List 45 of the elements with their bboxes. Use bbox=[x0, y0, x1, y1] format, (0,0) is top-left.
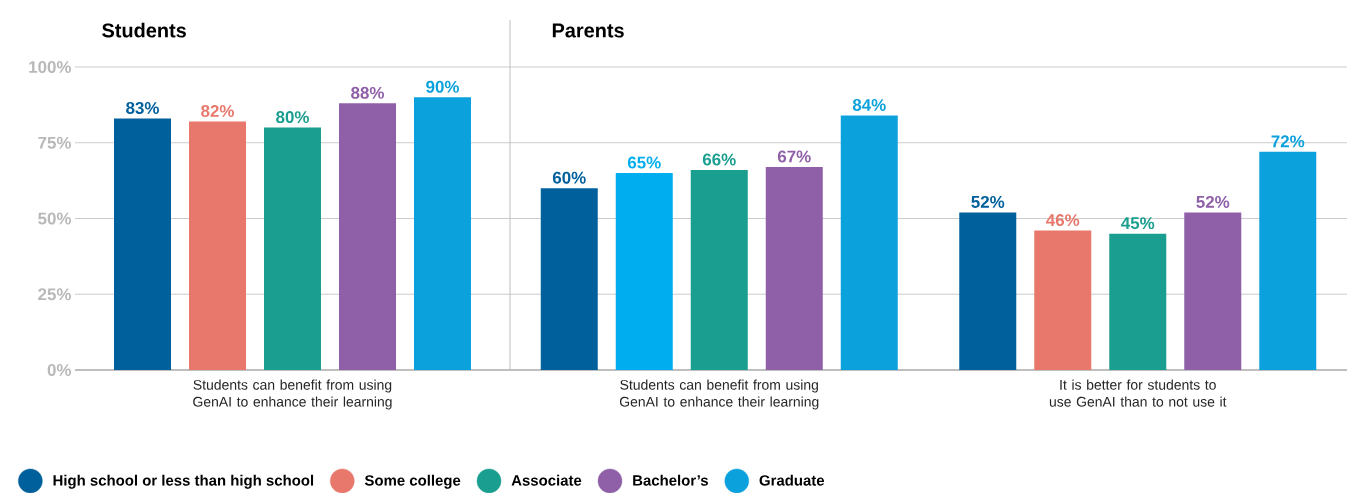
data-label: 88% bbox=[351, 86, 384, 99]
bar bbox=[339, 103, 396, 370]
y-tick-label: 75% bbox=[38, 136, 72, 149]
data-label: 82% bbox=[201, 105, 234, 118]
bar bbox=[840, 115, 898, 370]
y-tick-label: 100% bbox=[29, 61, 72, 73]
data-label: 90% bbox=[426, 80, 459, 93]
data-label: 52% bbox=[971, 195, 1005, 208]
y-tick-label: 25% bbox=[38, 288, 72, 301]
y-tick-label: 0% bbox=[47, 364, 72, 376]
chart-title: Parents bbox=[552, 23, 624, 38]
bar bbox=[690, 170, 748, 370]
data-label: 84% bbox=[852, 98, 886, 111]
bar bbox=[1034, 230, 1092, 370]
bar bbox=[1109, 233, 1167, 370]
data-label: 52% bbox=[1196, 195, 1230, 208]
data-label: 80% bbox=[276, 111, 309, 124]
legend-label: Graduate bbox=[759, 474, 825, 486]
legend-label: Some college bbox=[364, 474, 461, 489]
data-label: 72% bbox=[1271, 135, 1305, 148]
bar bbox=[114, 118, 171, 370]
x-tick-label: It is better for students to use GenAI than to not use it bbox=[1049, 379, 1227, 407]
data-label: 60% bbox=[552, 171, 586, 184]
bar bbox=[1259, 151, 1317, 370]
legend-label: Bachelor’s bbox=[633, 474, 708, 486]
data-label: 46% bbox=[1046, 214, 1080, 227]
bar bbox=[765, 166, 823, 370]
data-label: 83% bbox=[126, 101, 159, 114]
chart-title: Students bbox=[102, 22, 186, 38]
legend-label: Associate bbox=[511, 474, 582, 486]
bar bbox=[264, 127, 321, 370]
data-label: 67% bbox=[777, 150, 811, 163]
x-tick-label: Students can benefit from using GenAI to enhance their learning bbox=[619, 379, 819, 410]
data-label: 65% bbox=[627, 156, 661, 169]
bar bbox=[540, 188, 598, 370]
data-label: 66% bbox=[702, 153, 736, 166]
legend-label: High school or less than high school bbox=[53, 474, 314, 489]
bar bbox=[414, 97, 471, 370]
y-tick-label: 50% bbox=[38, 212, 72, 225]
x-tick-label: Students can benefit from using GenAI to enhance their learning bbox=[193, 379, 392, 410]
bar bbox=[189, 121, 246, 370]
data-label: 45% bbox=[1121, 217, 1155, 230]
bar bbox=[959, 212, 1017, 370]
bar bbox=[1184, 212, 1242, 370]
bar bbox=[615, 173, 673, 370]
